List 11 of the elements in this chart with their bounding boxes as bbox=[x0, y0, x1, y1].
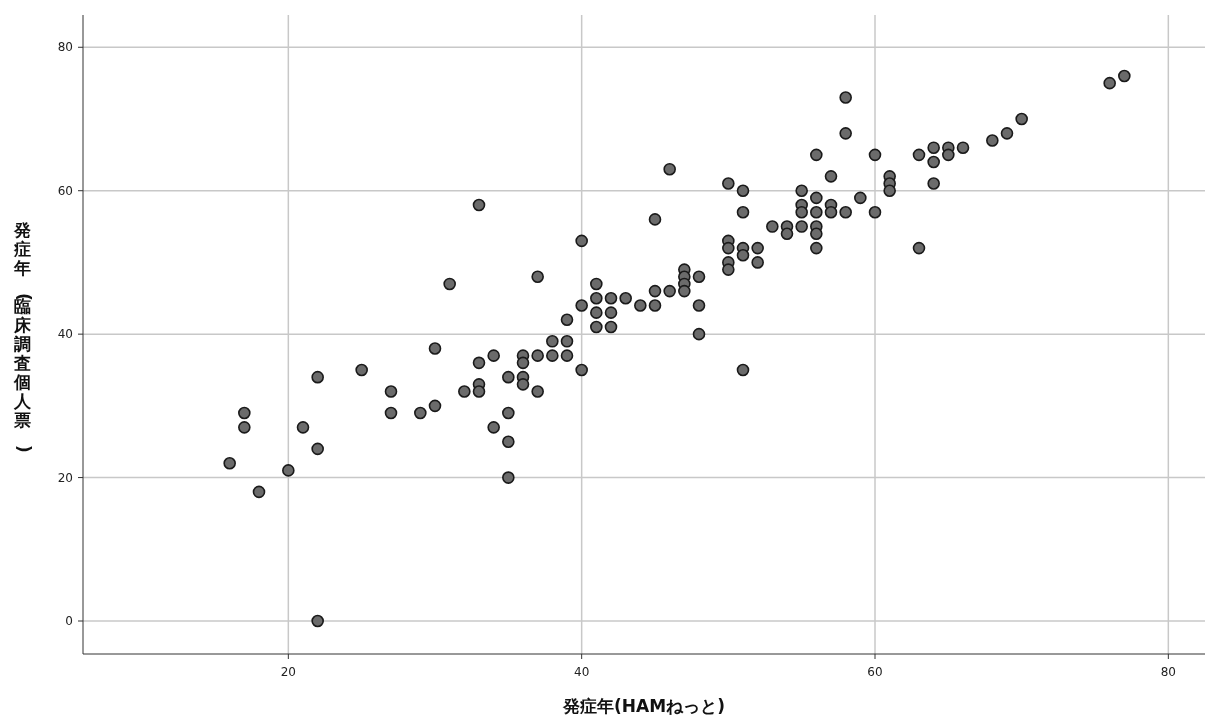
x-tick-label: 40 bbox=[574, 665, 590, 679]
y-tick-label: 0 bbox=[65, 614, 73, 629]
y-tick-label: 60 bbox=[57, 183, 73, 198]
y-tick-label: 40 bbox=[57, 327, 73, 342]
text: 発症年(臨床調査個人票) bbox=[13, 220, 35, 453]
x-tick-label: 60 bbox=[867, 665, 883, 679]
x-tick-label: 20 bbox=[280, 665, 296, 679]
x-tick-label: 80 bbox=[1160, 665, 1176, 679]
x-axis-title: 発症年(HAMねっと) bbox=[562, 696, 725, 716]
y-tick-label: 20 bbox=[57, 470, 73, 485]
y-tick-label: 80 bbox=[57, 40, 73, 55]
